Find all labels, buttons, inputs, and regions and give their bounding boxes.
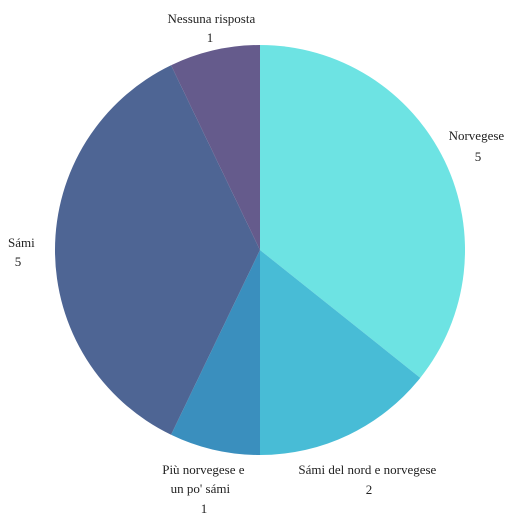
slice-value: 5 — [15, 254, 22, 269]
pie-slice-norvegese — [260, 44, 466, 378]
pie-slice-sami-del-nord-e-norvegese — [260, 250, 421, 455]
slice-value: 2 — [366, 482, 373, 497]
slice-value: 1 — [201, 501, 208, 515]
slice-label-norvegese: Norvegese 5 — [449, 128, 508, 164]
slice-value: 1 — [207, 30, 214, 45]
pie-slice-sami — [54, 65, 260, 435]
slice-name: Sámi — [8, 235, 35, 250]
slice-name: Nessuna risposta — [168, 11, 256, 26]
slice-label-nessuna-risposta: Nessuna risposta 1 — [168, 11, 259, 45]
slice-name: Norvegese — [449, 128, 505, 143]
slice-label-sami: Sámi 5 — [8, 235, 38, 269]
slice-name: Sámi del nord e norvegese — [298, 462, 436, 477]
pie-slice-nessuna-risposta — [171, 45, 260, 250]
pie-slices — [54, 44, 466, 455]
slice-label-sami-del-nord-e-norvegese: Sámi del nord e norvegese 2 — [298, 462, 439, 497]
slice-name-line-1: Più norvegese e — [162, 462, 245, 477]
slice-name-line-2: un po' sámi — [171, 481, 231, 496]
pie-slice-piu-norvegese-e-un-po-sami — [171, 250, 260, 455]
slice-value: 5 — [475, 149, 482, 164]
slice-label-piu-norvegese-e-un-po-sami: Più norvegese e un po' sámi 1 — [162, 462, 248, 515]
